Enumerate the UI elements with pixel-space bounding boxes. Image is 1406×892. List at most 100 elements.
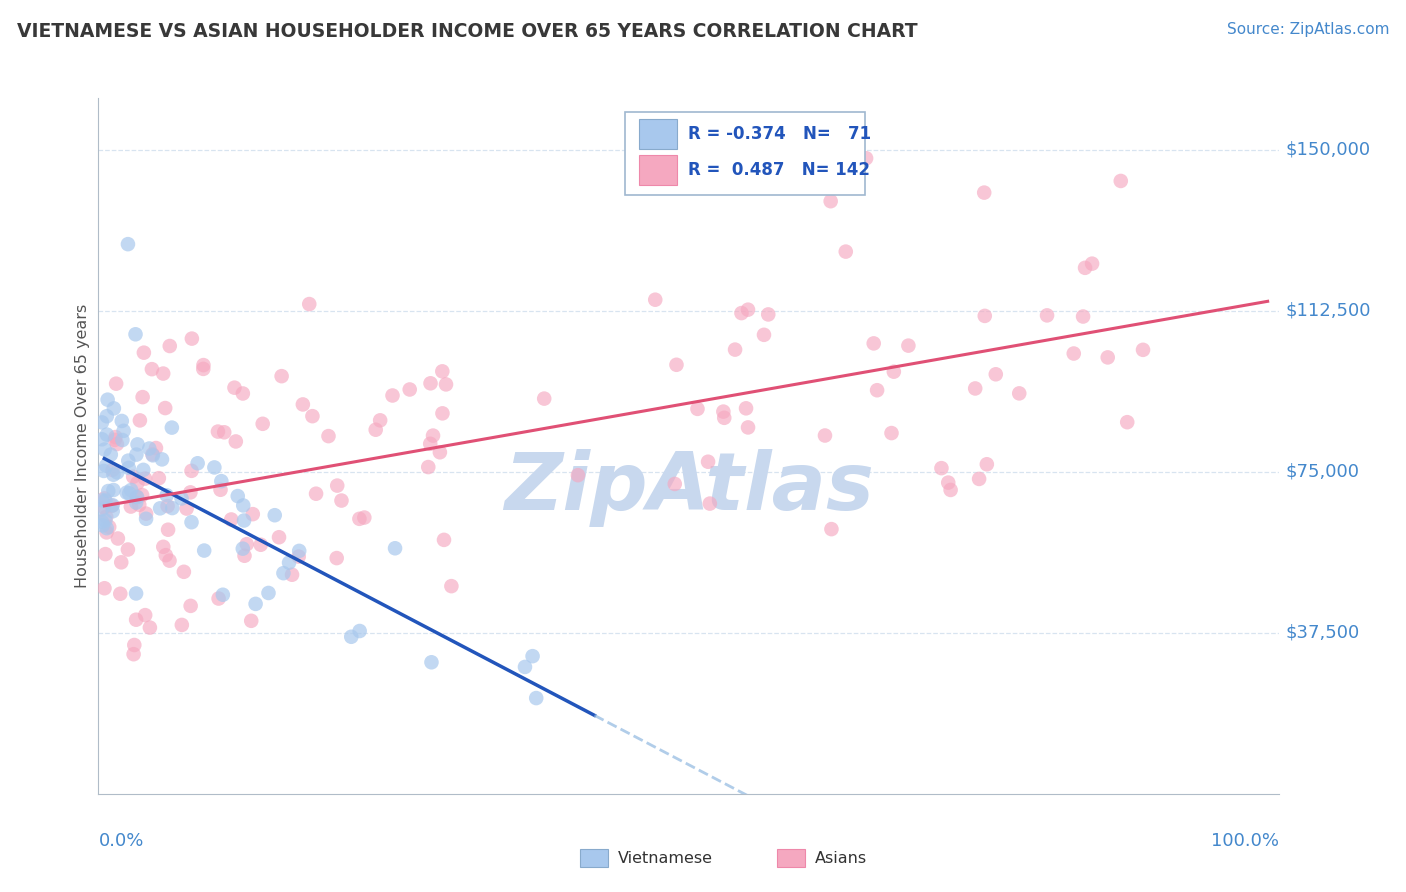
Point [120, 500, 142, 514]
Point [288, 544, 311, 558]
Point [862, 336, 884, 351]
Point [1071, 310, 1094, 324]
Point [132, 345, 155, 359]
Point [94, 547, 117, 561]
Point [967, 472, 990, 486]
Point [432, 406, 454, 420]
Point [419, 437, 441, 451]
Point [1074, 260, 1097, 275]
Point [242, 507, 264, 521]
Point [193, 362, 215, 376]
Point [984, 368, 1007, 382]
Point [91, 416, 114, 430]
Point [157, 523, 180, 537]
Point [318, 429, 340, 443]
Point [364, 423, 387, 437]
Point [173, 565, 195, 579]
Point [180, 464, 202, 478]
Point [125, 495, 148, 509]
Text: $112,500: $112,500 [1285, 301, 1371, 319]
Point [128, 498, 150, 512]
Point [93, 442, 115, 457]
Text: ZipAtlas: ZipAtlas [503, 449, 875, 527]
Point [866, 383, 889, 397]
Point [111, 433, 134, 447]
Point [686, 401, 709, 416]
Point [148, 471, 170, 485]
Point [149, 501, 172, 516]
Point [533, 392, 555, 406]
Point [105, 466, 128, 480]
Point [224, 381, 246, 395]
Point [150, 452, 173, 467]
Point [936, 475, 959, 490]
Text: 100.0%: 100.0% [1212, 832, 1279, 850]
Point [976, 457, 998, 471]
Point [104, 430, 127, 444]
Point [96, 521, 118, 535]
Point [103, 401, 125, 416]
Point [153, 401, 176, 415]
Point [735, 401, 758, 416]
Point [124, 327, 146, 342]
Point [226, 489, 249, 503]
Point [152, 540, 174, 554]
Text: VIETNAMESE VS ASIAN HOUSEHOLDER INCOME OVER 65 YEARS CORRELATION CHART: VIETNAMESE VS ASIAN HOUSEHOLDER INCOME O… [17, 22, 918, 41]
Point [209, 474, 232, 488]
Point [179, 485, 201, 500]
Point [711, 404, 734, 418]
Point [298, 297, 321, 311]
Point [135, 512, 157, 526]
Point [104, 433, 127, 447]
Point [1008, 386, 1031, 401]
Point [1132, 343, 1154, 357]
Point [291, 397, 314, 411]
Point [93, 500, 115, 515]
Point [368, 413, 391, 427]
Point [1097, 351, 1119, 365]
Point [263, 508, 285, 523]
Point [522, 649, 544, 664]
Point [207, 591, 229, 606]
Point [567, 468, 589, 483]
Point [270, 369, 292, 384]
Y-axis label: Householder Income Over 65 years: Householder Income Over 65 years [75, 304, 90, 588]
Point [97, 392, 120, 407]
Point [973, 186, 995, 200]
Point [325, 551, 347, 566]
Point [111, 414, 134, 428]
Point [93, 581, 115, 595]
Point [180, 515, 202, 529]
Point [1063, 346, 1085, 360]
Point [232, 499, 254, 513]
Point [349, 624, 371, 638]
Point [420, 655, 443, 669]
Point [273, 566, 295, 581]
Point [249, 538, 271, 552]
Point [233, 514, 256, 528]
Point [142, 448, 165, 462]
Point [756, 307, 779, 321]
Point [814, 428, 837, 442]
Point [141, 362, 163, 376]
Point [125, 448, 148, 462]
Point [93, 464, 115, 478]
Point [301, 409, 323, 424]
Point [440, 579, 463, 593]
Point [96, 427, 118, 442]
Point [162, 501, 184, 516]
Point [107, 532, 129, 546]
Text: $37,500: $37,500 [1285, 624, 1360, 642]
Point [156, 488, 179, 502]
Point [232, 386, 254, 401]
Point [973, 309, 995, 323]
Point [101, 499, 124, 513]
Point [91, 502, 114, 516]
Point [305, 486, 328, 500]
Point [160, 420, 183, 434]
Point [418, 460, 440, 475]
Point [381, 388, 404, 402]
Point [240, 614, 263, 628]
Point [155, 548, 177, 562]
Text: R =  0.487   N= 142: R = 0.487 N= 142 [688, 161, 870, 179]
